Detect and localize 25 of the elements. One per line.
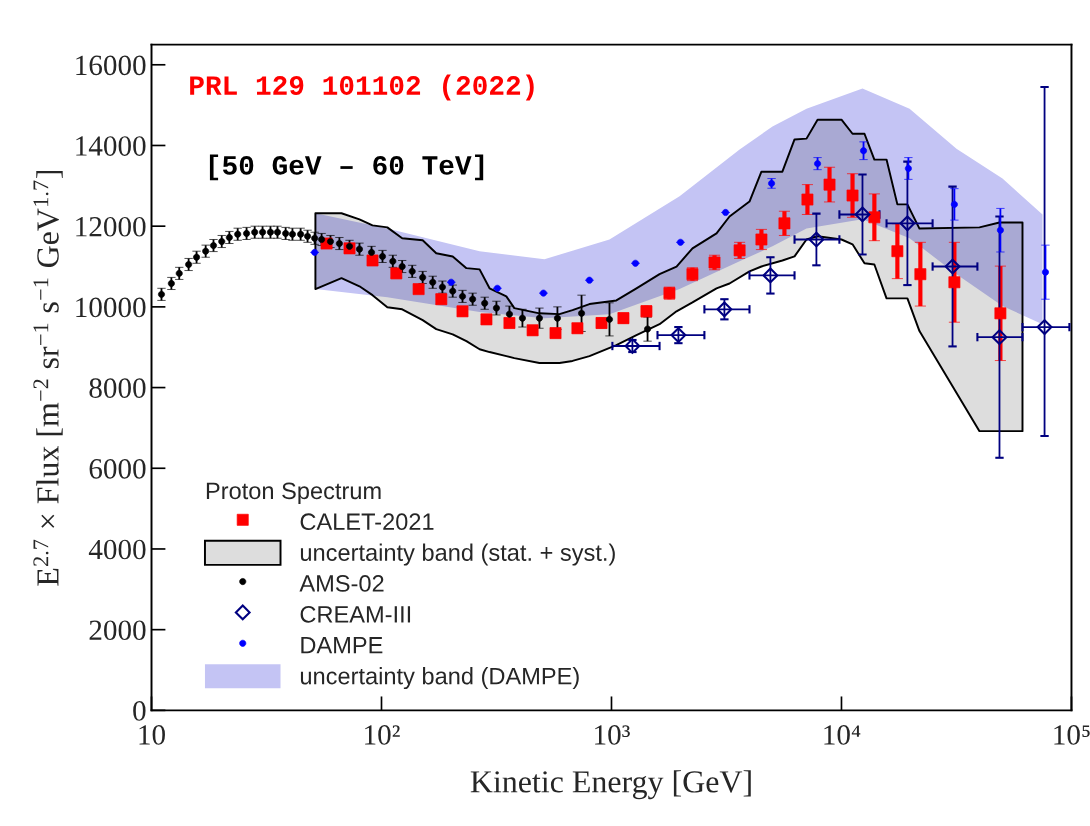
legend-label: uncertainty band (DAMPE) xyxy=(300,667,579,690)
x-axis-title: Kinetic Energy [GeV] xyxy=(470,770,751,800)
x-tick-label: 10³ xyxy=(595,725,630,745)
y-tick-label: 12000 xyxy=(76,216,146,237)
legend-label: CREAM-III xyxy=(300,605,411,623)
y-tick-label: 6000 xyxy=(89,458,146,479)
legend-label: uncertainty band (stat. + syst.) xyxy=(300,543,615,566)
x-tick-label: 10 xyxy=(139,725,165,745)
y-tick-label: 4000 xyxy=(88,539,146,560)
y-tick-label: 0 xyxy=(133,701,146,721)
y-tick-label: 8000 xyxy=(89,378,146,398)
legend-label: DAMPE xyxy=(301,637,383,654)
y-tick-label: 16000 xyxy=(76,55,146,76)
legend-label: AMS-02 xyxy=(299,575,384,592)
y-tick-label: 2000 xyxy=(89,620,146,641)
annotation: [50 GeV – 60 TeV] xyxy=(209,154,484,181)
x-tick-label: 10⁵ xyxy=(1054,725,1090,745)
y-tick-label: 10000 xyxy=(76,297,146,318)
x-tick-label: 10² xyxy=(365,725,400,745)
legend-title: Proton Spectrum xyxy=(206,482,381,504)
x-tick-label: 10⁴ xyxy=(824,725,861,745)
y-tick-label: 14000 xyxy=(76,136,146,156)
legend-label: CALET-2021 xyxy=(300,513,434,531)
annotation: PRL 129 101102 (2022) xyxy=(190,74,534,101)
text: E$^{2.7}$ × Flux [m$^{−2}$ sr$^{−1}$ s$^{−1}$ GeV$^{1.7}$] xyxy=(33,170,63,586)
